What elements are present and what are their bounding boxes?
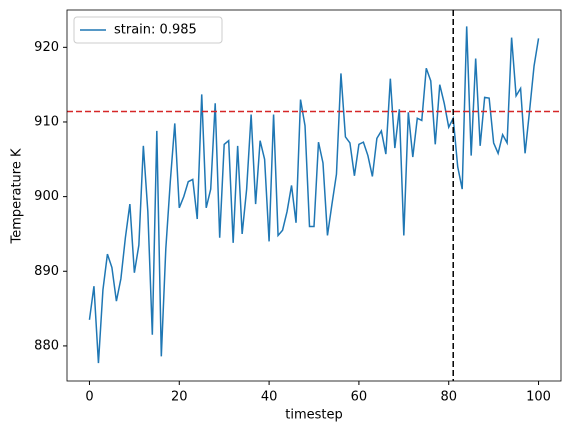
x-tick-label: 40 [261, 390, 278, 405]
y-tick-label: 900 [34, 189, 59, 204]
x-tick-label: 80 [440, 390, 457, 405]
legend-box [73, 16, 223, 44]
x-tick-label: 0 [85, 390, 93, 405]
y-tick-label: 890 [34, 264, 59, 279]
y-axis-label: Temperature K [10, 148, 25, 244]
axes-frame [66, 9, 562, 382]
y-tick-label: 920 [34, 40, 59, 55]
line [88, 26, 540, 364]
y-tick-label: 910 [34, 114, 59, 129]
legend-label: strain: 0.985 [114, 23, 197, 38]
x-tick-label: 100 [526, 390, 551, 405]
x-tick-label: 20 [171, 390, 188, 405]
x-axis-label: timestep [285, 408, 343, 423]
x-tick-label: 60 [351, 390, 368, 405]
y-tick-label: 880 [34, 338, 59, 353]
